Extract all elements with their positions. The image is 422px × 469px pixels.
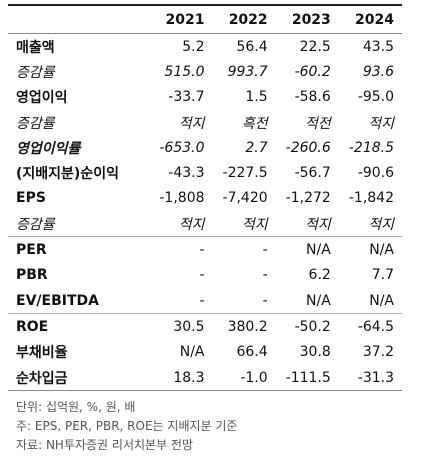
- table-row: 증감률 적지 흑전 적전 적지: [8, 110, 402, 135]
- cell: 적전: [305, 115, 331, 132]
- row-label: PBR: [16, 267, 48, 284]
- cell: 2.7: [245, 139, 268, 156]
- cell: 993.7: [227, 63, 268, 80]
- cell: 적지: [178, 115, 205, 132]
- cell: N/A: [179, 344, 205, 361]
- cell: 18.3: [149, 364, 213, 392]
- cell: -1,272: [285, 190, 331, 207]
- table-row: EV/EBITDA - - N/A N/A: [8, 287, 402, 315]
- cell: -: [199, 242, 205, 259]
- cell: -227.5: [222, 165, 268, 182]
- cell: -: [149, 287, 213, 315]
- cell: 66.4: [236, 344, 268, 361]
- cell: 1.5: [245, 89, 268, 106]
- table-row: 영업이익률 -653.0 2.7 -260.6 -218.5: [8, 135, 402, 160]
- table-row: 증감률 515.0 993.7 -60.2 93.6: [8, 59, 402, 84]
- header-cell: 2021: [149, 4, 213, 34]
- cell: -60.2: [294, 63, 331, 80]
- cell: -260.6: [285, 139, 331, 156]
- cell: 적지: [149, 211, 213, 238]
- cell: -: [212, 287, 276, 315]
- table-row: 부채비율 N/A 66.4 30.8 37.2: [8, 340, 402, 365]
- cell: 43.5: [362, 38, 394, 55]
- cell: 380.2: [227, 318, 268, 335]
- cell: -56.7: [294, 165, 331, 182]
- cell: 적지: [368, 115, 394, 132]
- cell: -653.0: [159, 139, 205, 156]
- cell: N/A: [306, 242, 331, 259]
- table-row: 순차입금 18.3 -1.0 -111.5 -31.3: [8, 364, 402, 392]
- table-row: PER - - N/A N/A: [8, 237, 402, 263]
- row-label: 영업이익: [16, 90, 68, 107]
- cell: 37.2: [362, 344, 394, 361]
- note: 주: EPS, PER, PBR, ROE는 지배지분 기준: [16, 419, 238, 433]
- cell: -7,420: [222, 190, 268, 207]
- row-label: 증감률: [16, 64, 55, 81]
- cell: -90.6: [357, 165, 394, 182]
- cell: -43.3: [168, 165, 205, 182]
- cell: -: [199, 267, 205, 284]
- cell: 적지: [212, 211, 276, 238]
- header-cell: 2023: [275, 4, 339, 34]
- header-row: 2021 2022 2023 2024: [8, 4, 402, 34]
- cell: -64.5: [357, 318, 394, 335]
- cell: -50.2: [294, 318, 331, 335]
- cell: 30.5: [173, 318, 205, 335]
- cell: N/A: [369, 242, 394, 259]
- cell: -1.0: [212, 364, 276, 392]
- cell: 56.4: [236, 38, 268, 55]
- cell: N/A: [338, 287, 402, 315]
- cell: -: [262, 242, 268, 259]
- cell: 적지: [275, 211, 339, 238]
- financial-table: 2021 2022 2023 2024 매출액 5.2 56.4 22.5 43.5 증감률 51…: [8, 4, 402, 392]
- header-cell: 2024: [338, 4, 402, 34]
- table-row: 매출액 5.2 56.4 22.5 43.5: [8, 34, 402, 60]
- row-label: 순차입금: [8, 364, 150, 392]
- row-label: PER: [16, 242, 47, 259]
- cell: -95.0: [357, 89, 394, 106]
- table-row: ROE 30.5 380.2 -50.2 -64.5: [8, 314, 402, 340]
- cell: 515.0: [164, 63, 205, 80]
- cell: N/A: [275, 287, 339, 315]
- row-label: 매출액: [16, 39, 55, 56]
- row-label: EV/EBITDA: [8, 287, 150, 315]
- cell: 흑전: [241, 115, 268, 132]
- cell: 5.2: [182, 38, 205, 55]
- header-cell: [8, 4, 150, 34]
- table-row: (지배지분)순이익 -43.3 -227.5 -56.7 -90.6: [8, 160, 402, 185]
- cell: -1,842: [348, 190, 394, 207]
- cell: -31.3: [338, 364, 402, 392]
- row-label: (지배지분)순이익: [16, 166, 119, 183]
- note: 자료: NH투자증권 리서치본부 전망: [16, 438, 194, 452]
- row-label: 영업이익률: [16, 140, 81, 157]
- table-row: EPS -1,808 -7,420 -1,272 -1,842: [8, 186, 402, 211]
- cell: -: [262, 267, 268, 284]
- cell: -33.7: [168, 89, 205, 106]
- cell: -58.6: [294, 89, 331, 106]
- cell: 7.7: [371, 267, 394, 284]
- cell: 6.2: [308, 267, 331, 284]
- row-label: 부채비율: [16, 345, 68, 362]
- table-row: 증감률 적지 적지 적지 적지: [8, 211, 402, 238]
- row-label: 증감률: [16, 115, 55, 132]
- table-row: PBR - - 6.2 7.7: [8, 263, 402, 288]
- cell: -1,808: [159, 190, 205, 207]
- cell: 22.5: [299, 38, 331, 55]
- row-label: 증감률: [8, 211, 150, 238]
- row-label: ROE: [16, 318, 49, 335]
- cell: 93.6: [362, 63, 394, 80]
- cell: -218.5: [348, 139, 394, 156]
- cell: 30.8: [299, 344, 331, 361]
- cell: 적지: [338, 211, 402, 238]
- table-row: 영업이익 -33.7 1.5 -58.6 -95.0: [8, 85, 402, 110]
- cell: -111.5: [275, 364, 339, 392]
- note: 단위: 십억원, %, 원, 배: [16, 400, 136, 414]
- header-cell: 2022: [212, 4, 276, 34]
- row-label: EPS: [16, 190, 46, 207]
